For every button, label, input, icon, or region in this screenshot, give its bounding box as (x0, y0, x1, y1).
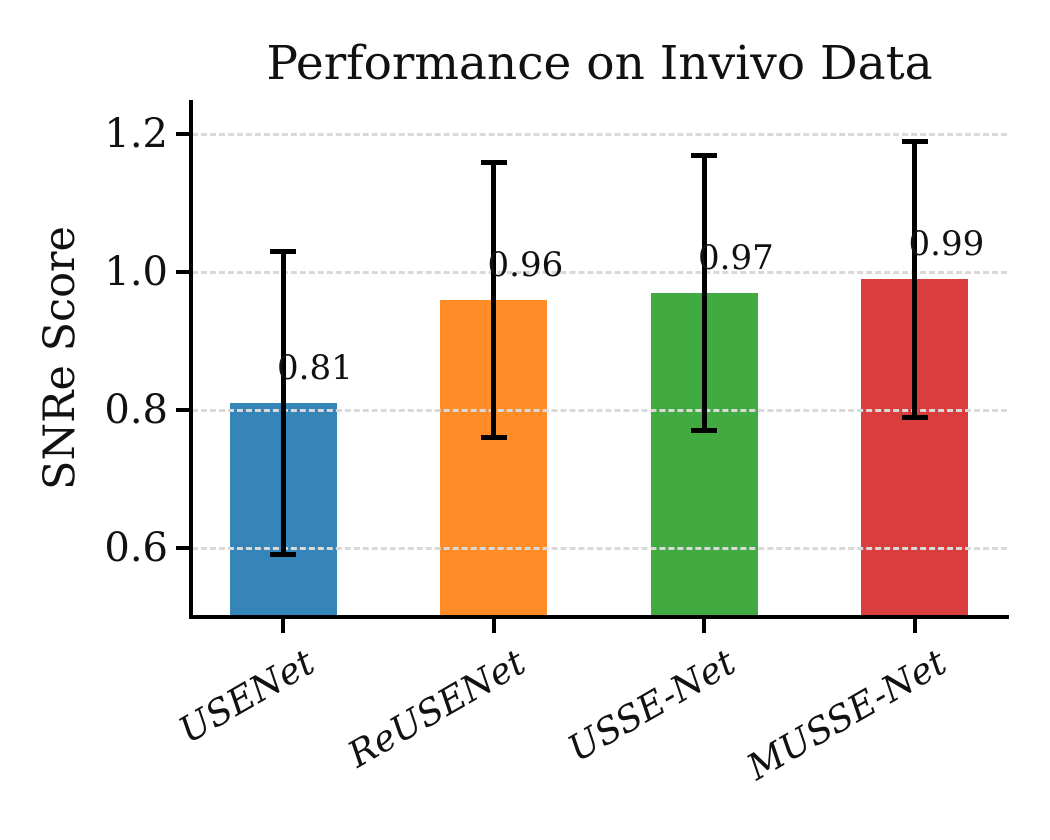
y-tick-label: 0.8 (104, 387, 168, 434)
error-bar-cap-bottom (691, 428, 717, 434)
error-bar-line (912, 141, 917, 418)
error-bar-cap-bottom (270, 552, 296, 558)
bar-value-label: 0.96 (487, 244, 564, 285)
bar-value-label: 0.97 (698, 238, 774, 278)
error-bar-cap-bottom (480, 435, 507, 441)
y-tick-mark (176, 546, 191, 551)
error-bar-cap-bottom (901, 414, 928, 420)
y-axis-spine (189, 100, 193, 619)
x-tick-mark (912, 619, 917, 633)
error-bar-cap-top (901, 138, 928, 144)
y-tick-mark (176, 132, 191, 137)
error-bar-cap-top (480, 159, 507, 165)
gridline (192, 408, 1007, 412)
error-bar-cap-top (691, 152, 717, 158)
bar-value-label: 0.81 (277, 348, 353, 389)
error-bar-line (491, 162, 496, 438)
x-tick-mark (702, 619, 706, 633)
error-bar-cap-top (270, 249, 296, 255)
x-axis-spine (189, 615, 1009, 619)
error-bar-line (280, 251, 286, 555)
x-tick-mark (281, 619, 285, 633)
bar-value-label: 0.99 (908, 224, 985, 265)
chart-title: Performance on Invivo Data (266, 36, 933, 91)
y-tick-mark (176, 270, 191, 275)
y-tick-mark (176, 408, 191, 413)
y-tick-label: 0.6 (104, 525, 168, 572)
gridline (192, 132, 1007, 136)
y-tick-label: 1.0 (104, 249, 168, 296)
gridline (192, 270, 1007, 274)
error-bar-line (701, 155, 707, 431)
y-tick-label: 1.2 (104, 111, 168, 158)
x-tick-mark (491, 619, 496, 633)
gridline (192, 546, 1007, 550)
